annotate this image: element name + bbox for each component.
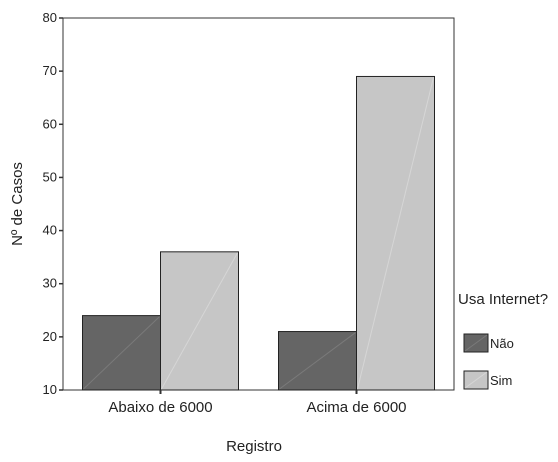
legend: Não Sim	[463, 333, 514, 390]
legend-title: Usa Internet?	[458, 291, 548, 308]
plot-frame	[62, 17, 455, 391]
legend-label-1: Sim	[490, 373, 512, 388]
legend-swatch-shading	[464, 334, 488, 352]
bar-shading-line	[357, 77, 434, 390]
x-tick-label: Acima de 6000	[306, 399, 406, 416]
y-tick-label: 50	[43, 169, 57, 184]
bar-shading-line	[83, 316, 160, 390]
x-axis-title: Registro	[226, 438, 282, 455]
y-axis: 10 20 30 40 50 60 70 80	[43, 10, 63, 397]
bars	[82, 75, 435, 391]
y-axis-title: Nº de Casos	[9, 162, 26, 246]
x-axis: Abaixo de 6000 Acima de 6000	[108, 390, 407, 416]
bar-shading-line	[279, 332, 356, 390]
y-tick-label: 20	[43, 329, 57, 344]
y-tick-label: 40	[43, 223, 57, 238]
bar-shading-line	[161, 252, 238, 390]
y-tick-label: 30	[43, 276, 57, 291]
y-tick-label: 70	[43, 63, 57, 78]
y-tick-label: 60	[43, 116, 57, 131]
legend-label-0: Não	[490, 336, 514, 351]
y-tick-label: 80	[43, 10, 57, 25]
x-tick-label: Abaixo de 6000	[108, 399, 212, 416]
legend-swatch-shading	[464, 371, 488, 389]
y-tick-label: 10	[43, 382, 57, 397]
